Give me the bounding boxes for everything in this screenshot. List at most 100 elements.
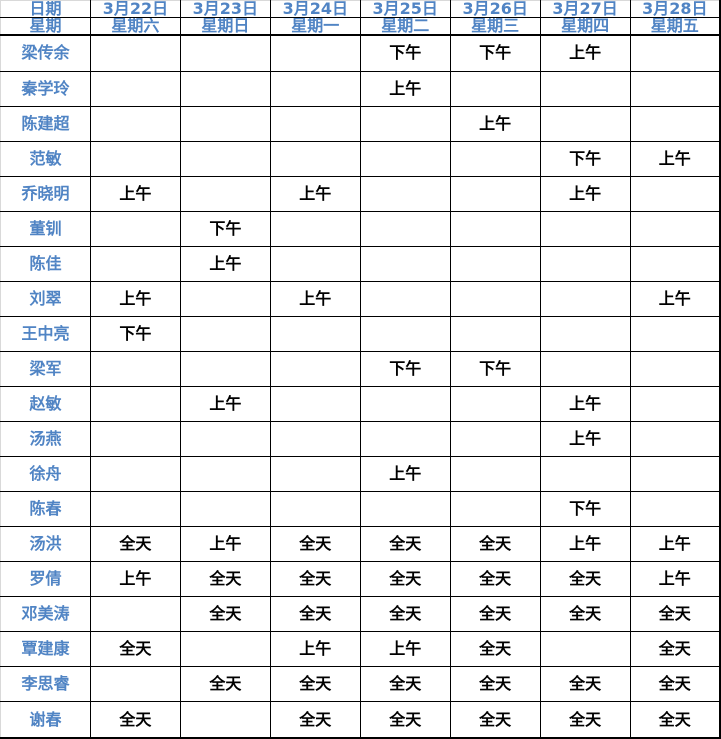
- schedule-cell: 全天: [629, 631, 721, 668]
- schedule-cell: [269, 350, 361, 387]
- schedule-cell: [629, 175, 721, 212]
- table-row: 范敏 下午 上午: [0, 140, 721, 177]
- schedule-cell: [89, 596, 181, 633]
- schedule-cell: 下午: [359, 350, 451, 387]
- schedule-cell: 全天: [359, 666, 451, 703]
- schedule-cell: [269, 70, 361, 107]
- schedule-cell: [269, 210, 361, 247]
- schedule-cell: [179, 70, 271, 107]
- week-header-row: 星期 星期六 星期日 星期一 星期二 星期三 星期四 星期五: [0, 17, 721, 36]
- schedule-cell: 上午: [539, 34, 631, 72]
- week-header-cell: 星期四: [539, 17, 631, 36]
- schedule-cell: [269, 245, 361, 282]
- schedule-cell: 全天: [449, 666, 541, 703]
- schedule-cell: 上午: [269, 280, 361, 317]
- schedule-cell: 上午: [539, 421, 631, 458]
- schedule-cell: 上午: [179, 385, 271, 423]
- date-header-cell: 3月26日: [449, 0, 541, 18]
- schedule-cell: 全天: [359, 701, 451, 739]
- schedule-cell: [629, 105, 721, 142]
- schedule-cell: [89, 491, 181, 528]
- schedule-cell: 上午: [89, 561, 181, 598]
- schedule-cell: [629, 70, 721, 107]
- schedule-cell: 全天: [179, 666, 271, 703]
- schedule-cell: [449, 421, 541, 458]
- schedule-cell: [89, 350, 181, 387]
- schedule-body: 梁传余 下午 下午 上午 秦学玲 上午 陈建超 上午 范敏 下午 上午 乔晓明 上午 上午 上午 董钏 下午 陈佳…: [0, 34, 721, 739]
- schedule-cell: 下午: [539, 491, 631, 528]
- schedule-cell: 全天: [89, 631, 181, 668]
- schedule-cell: [359, 315, 451, 352]
- table-row: 陈佳 上午: [0, 245, 721, 282]
- person-name: 汤燕: [0, 421, 91, 458]
- schedule-cell: [269, 315, 361, 352]
- schedule-cell: [449, 385, 541, 423]
- schedule-cell: [359, 385, 451, 423]
- person-name: 罗倩: [0, 561, 91, 598]
- schedule-cell: 上午: [539, 526, 631, 563]
- person-name: 刘翠: [0, 280, 91, 317]
- schedule-cell: [449, 315, 541, 352]
- schedule-cell: 上午: [89, 175, 181, 212]
- schedule-cell: [359, 140, 451, 177]
- schedule-cell: 全天: [539, 596, 631, 633]
- schedule-cell: 上午: [449, 105, 541, 142]
- schedule-cell: 全天: [359, 596, 451, 633]
- schedule-cell: [89, 245, 181, 282]
- table-row: 徐舟 上午: [0, 456, 721, 493]
- week-header-cell: 星期五: [629, 17, 721, 36]
- person-name: 李思睿: [0, 666, 91, 703]
- week-header-label: 星期: [0, 17, 91, 36]
- schedule-cell: [89, 140, 181, 177]
- schedule-cell: [269, 140, 361, 177]
- schedule-cell: 全天: [269, 596, 361, 633]
- schedule-cell: [629, 34, 721, 72]
- schedule-cell: 全天: [449, 561, 541, 598]
- schedule-cell: [179, 140, 271, 177]
- schedule-cell: 上午: [269, 631, 361, 668]
- schedule-cell: [269, 421, 361, 458]
- schedule-cell: [629, 350, 721, 387]
- schedule-cell: [179, 105, 271, 142]
- schedule-cell: 下午: [539, 140, 631, 177]
- schedule-cell: [629, 456, 721, 493]
- schedule-cell: [179, 175, 271, 212]
- schedule-cell: [539, 70, 631, 107]
- table-row: 汤燕 上午: [0, 421, 721, 458]
- schedule-cell: [179, 701, 271, 739]
- schedule-cell: 全天: [269, 666, 361, 703]
- schedule-cell: [179, 631, 271, 668]
- date-header-cell: 3月22日: [89, 0, 181, 18]
- table-row: 覃建康 全天 上午 上午 全天 全天: [0, 631, 721, 668]
- person-name: 邓美涛: [0, 596, 91, 633]
- person-name: 范敏: [0, 140, 91, 177]
- schedule-cell: [359, 245, 451, 282]
- schedule-cell: 上午: [89, 280, 181, 317]
- date-header-cell: 3月28日: [629, 0, 721, 18]
- schedule-cell: 全天: [539, 561, 631, 598]
- schedule-cell: [269, 385, 361, 423]
- date-header-cell: 3月23日: [179, 0, 271, 18]
- schedule-cell: [89, 456, 181, 493]
- schedule-cell: 上午: [269, 175, 361, 212]
- schedule-cell: 上午: [629, 526, 721, 563]
- schedule-cell: [629, 385, 721, 423]
- schedule-cell: 全天: [629, 666, 721, 703]
- schedule-cell: 下午: [89, 315, 181, 352]
- schedule-cell: 上午: [359, 456, 451, 493]
- schedule-cell: 上午: [629, 561, 721, 598]
- schedule-cell: [629, 491, 721, 528]
- week-header-cell: 星期一: [269, 17, 361, 36]
- schedule-cell: 上午: [539, 385, 631, 423]
- schedule-cell: 全天: [179, 561, 271, 598]
- table-row: 秦学玲 上午: [0, 70, 721, 107]
- person-name: 汤洪: [0, 526, 91, 563]
- schedule-cell: 下午: [359, 34, 451, 72]
- schedule-cell: [179, 421, 271, 458]
- week-header-cell: 星期三: [449, 17, 541, 36]
- table-row: 邓美涛 全天 全天 全天 全天 全天 全天: [0, 596, 721, 633]
- person-name: 徐舟: [0, 456, 91, 493]
- table-row: 梁军 下午 下午: [0, 350, 721, 387]
